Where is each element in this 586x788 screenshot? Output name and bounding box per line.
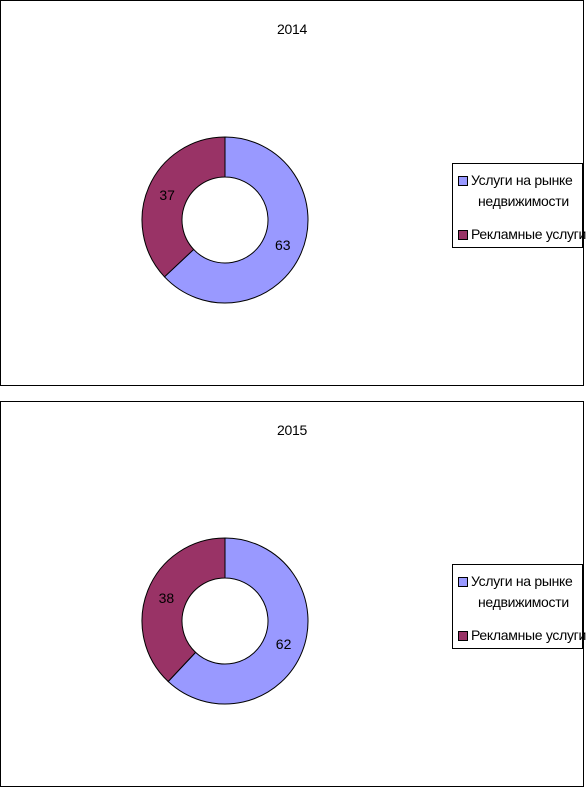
data-label-advertising: 38 (159, 590, 175, 606)
legend-swatch-advertising (458, 230, 468, 240)
legend: Услуги на рынке недвижимости Рекламные у… (452, 564, 586, 649)
legend-swatch-real-estate (458, 176, 468, 186)
legend-label-line2: недвижимости (478, 193, 569, 209)
slice-real-estate (167, 537, 309, 705)
data-label-real-estate: 63 (275, 237, 291, 253)
slice-advertising (141, 136, 226, 278)
donut-chart: 63 37 (141, 136, 309, 304)
chart-title: 2015 (277, 422, 307, 438)
legend-label-line2: недвижимости (478, 594, 569, 610)
legend: Услуги на рынке недвижимости Рекламные у… (452, 163, 586, 248)
legend-swatch-advertising (458, 631, 468, 641)
legend-label-advertising: Рекламные услуги (471, 226, 586, 242)
legend-swatch-real-estate (458, 577, 468, 587)
slice-real-estate (163, 136, 309, 304)
data-label-advertising: 37 (159, 187, 175, 203)
legend-label-advertising: Рекламные услуги (471, 627, 586, 643)
chart-panel-2015: 2015 62 38 Услуги на рынке недвижимости Р… (0, 401, 586, 787)
donut-chart: 62 38 (141, 537, 309, 705)
legend-label-line1: Услуги на рынке (471, 573, 573, 589)
chart-title: 2014 (277, 21, 307, 37)
data-label-real-estate: 62 (276, 636, 292, 652)
slice-advertising (141, 537, 226, 683)
legend-label-line1: Услуги на рынке (471, 172, 573, 188)
chart-panel-2014: 2014 63 37 Услуги на рынке недвижимости Р… (0, 0, 586, 386)
